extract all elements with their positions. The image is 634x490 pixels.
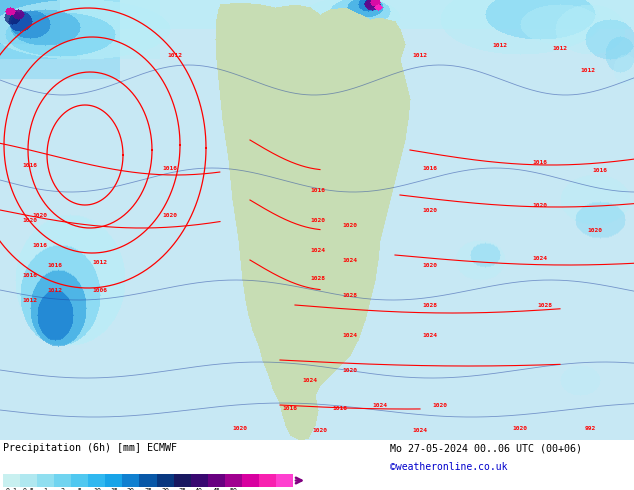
Text: 1012: 1012 [22, 297, 37, 302]
Text: 1020: 1020 [311, 218, 325, 222]
Text: 1020: 1020 [233, 425, 247, 431]
Text: 1012: 1012 [581, 68, 595, 73]
Text: 1020: 1020 [313, 427, 328, 433]
Bar [208, 474, 225, 487]
Bar [259, 474, 276, 487]
Bar [276, 474, 293, 487]
Text: 15: 15 [110, 488, 118, 490]
Text: 1020: 1020 [342, 368, 358, 372]
Text: 1024: 1024 [413, 427, 427, 433]
Text: 0.1: 0.1 [6, 488, 18, 490]
Bar [3, 474, 20, 487]
Bar [139, 474, 157, 487]
Bar [105, 474, 122, 487]
Text: 1016: 1016 [32, 243, 48, 247]
Text: 30: 30 [161, 488, 169, 490]
Text: 1016: 1016 [22, 163, 37, 168]
Bar [88, 474, 105, 487]
Text: 1012: 1012 [552, 46, 567, 50]
Text: 1028: 1028 [342, 293, 358, 297]
Text: 1012: 1012 [48, 288, 63, 293]
Text: 1012: 1012 [493, 43, 507, 48]
Text: 1016: 1016 [22, 272, 37, 277]
Text: 1016: 1016 [533, 160, 548, 165]
Text: 1016: 1016 [283, 406, 297, 411]
Text: 1020: 1020 [588, 227, 602, 233]
Text: 1024: 1024 [342, 333, 358, 338]
Text: 25: 25 [144, 488, 152, 490]
Text: 1016: 1016 [311, 188, 325, 193]
Text: 1024: 1024 [422, 333, 437, 338]
Text: 45: 45 [212, 488, 220, 490]
Text: 1020: 1020 [432, 402, 448, 408]
Text: 1020: 1020 [342, 222, 358, 227]
Text: 40: 40 [195, 488, 203, 490]
Text: 1028: 1028 [422, 302, 437, 308]
Text: 35: 35 [178, 488, 186, 490]
Text: 1016: 1016 [48, 263, 63, 268]
Text: 1020: 1020 [512, 425, 527, 431]
Text: 1016: 1016 [593, 168, 607, 172]
Text: 1024: 1024 [342, 258, 358, 263]
Text: 1016: 1016 [422, 166, 437, 171]
Text: 1006: 1006 [93, 288, 108, 293]
Bar [225, 474, 242, 487]
Text: 1016: 1016 [162, 166, 178, 171]
Bar [242, 474, 259, 487]
Text: Precipitation (6h) [mm] ECMWF: Precipitation (6h) [mm] ECMWF [3, 443, 177, 453]
Bar [191, 474, 208, 487]
Bar [122, 474, 139, 487]
Text: 992: 992 [585, 425, 595, 431]
Text: 1020: 1020 [533, 202, 548, 207]
Bar [20, 474, 37, 487]
Text: Mo 27-05-2024 00..06 UTC (00+06): Mo 27-05-2024 00..06 UTC (00+06) [390, 443, 582, 453]
Text: 1024: 1024 [533, 255, 548, 261]
Bar [54, 474, 71, 487]
Text: 1028: 1028 [311, 275, 325, 280]
Text: 1028: 1028 [538, 302, 552, 308]
Text: 1024: 1024 [302, 377, 318, 383]
Text: 1020: 1020 [162, 213, 178, 218]
Text: 1020: 1020 [422, 207, 437, 213]
Text: 1012: 1012 [167, 52, 183, 57]
Text: 1024: 1024 [311, 247, 325, 252]
Text: ©weatheronline.co.uk: ©weatheronline.co.uk [390, 462, 507, 472]
Text: 1024: 1024 [373, 402, 387, 408]
Bar [37, 474, 54, 487]
Text: 2: 2 [61, 488, 65, 490]
Text: 1020: 1020 [422, 263, 437, 268]
Bar [174, 474, 191, 487]
Text: 1012: 1012 [93, 260, 108, 265]
Text: 10: 10 [93, 488, 101, 490]
Text: 0.5: 0.5 [23, 488, 35, 490]
Bar [157, 474, 174, 487]
Text: 50: 50 [230, 488, 237, 490]
Text: 5: 5 [78, 488, 82, 490]
Text: 1: 1 [44, 488, 48, 490]
Text: 1016: 1016 [332, 406, 347, 411]
Text: 1012: 1012 [413, 52, 427, 57]
Text: 20: 20 [127, 488, 135, 490]
Bar [71, 474, 88, 487]
Text: 1020: 1020 [22, 218, 37, 222]
Text: 1020: 1020 [32, 213, 48, 218]
